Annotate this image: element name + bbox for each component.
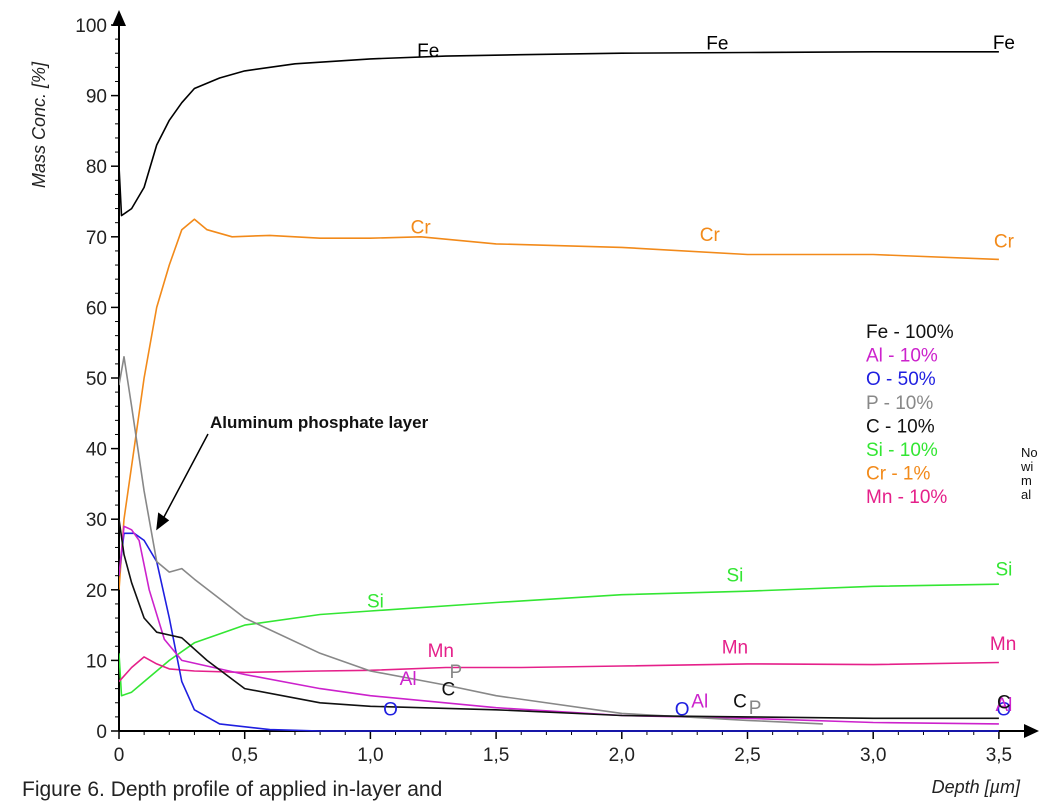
x-tick-label: 1,5 xyxy=(483,745,509,766)
x-tick-label: 2,0 xyxy=(609,745,635,766)
legend-entry: Mn - 10% xyxy=(866,487,947,508)
x-tick-label: 1,0 xyxy=(357,745,383,766)
side-note-line: wi xyxy=(1021,459,1034,474)
legend-entry: C - 10% xyxy=(866,416,935,437)
legend-entry: Fe - 100% xyxy=(866,322,954,343)
series-label-o: O xyxy=(383,699,398,720)
series-line-al xyxy=(119,525,999,725)
y-tick-label: 0 xyxy=(96,722,107,743)
series-label-mn: Mn xyxy=(722,637,748,658)
y-tick-label: 90 xyxy=(86,87,107,108)
x-axis-title: Depth [µm] xyxy=(932,777,1021,797)
y-tick-label: 10 xyxy=(86,651,107,672)
annotation-text: Aluminum phosphate layer xyxy=(210,413,429,432)
series-label-mn: Mn xyxy=(428,641,454,662)
x-tick-label: 0 xyxy=(114,745,125,766)
series-line-o xyxy=(119,532,999,732)
side-note-line: m xyxy=(1021,473,1032,488)
y-tick-label: 30 xyxy=(86,510,107,531)
series-label-p: P xyxy=(749,698,762,719)
legend: Fe - 100% Al - 10%O - 50% P - 10%C - 10% Si… xyxy=(866,322,954,508)
series-label-fe: Fe xyxy=(417,41,439,62)
series-line-si xyxy=(119,583,999,697)
x-tick-label: 3,0 xyxy=(860,745,886,766)
series-label-o: O xyxy=(997,699,1012,720)
side-note-line: al xyxy=(1021,487,1032,502)
y-tick-label: 80 xyxy=(86,157,107,178)
series-line-c xyxy=(119,519,999,720)
annotation-arrow-line xyxy=(161,433,209,521)
y-tick-label: 70 xyxy=(86,228,107,249)
side-note-line: No xyxy=(1021,446,1038,460)
y-tick-label: 100 xyxy=(75,16,107,37)
series-lines xyxy=(119,51,999,732)
legend-entry: O - 50% xyxy=(866,369,936,390)
series-label-p: P xyxy=(450,662,463,683)
series-line-p xyxy=(119,356,823,725)
series-line-fe xyxy=(119,51,999,217)
x-tick-label: 0,5 xyxy=(231,745,257,766)
series-label-cr: Cr xyxy=(994,231,1015,252)
series-label-o: O xyxy=(675,699,690,720)
legend-entry: Si - 10% xyxy=(866,440,938,461)
legend-entry: P - 10% xyxy=(866,393,933,414)
series-label-c: C xyxy=(733,692,747,713)
x-tick-label: 2,5 xyxy=(734,745,760,766)
legend-entry: Cr - 1% xyxy=(866,464,931,485)
series-label-c: C xyxy=(441,680,455,701)
side-note: No wi m al xyxy=(1021,446,1039,502)
series-label-fe: Fe xyxy=(993,33,1015,54)
y-tick-label: 20 xyxy=(86,581,107,602)
y-axis-arrow-icon xyxy=(112,10,126,26)
figure-caption: Figure 6. Depth profile of applied in-la… xyxy=(22,778,443,801)
annotation-arrow-icon xyxy=(156,512,170,531)
annotation-group: Aluminum phosphate layer xyxy=(156,413,429,531)
series-label-si: Si xyxy=(367,591,384,612)
series-label-cr: Cr xyxy=(700,225,721,246)
y-axis-title: Mass Conc. [%] xyxy=(29,61,49,188)
tick-labels: 0 10 20 30 40 50 60 70 80 90 100 0 0,5 1,0 1,5 2,0 2,5 3,… xyxy=(75,16,1012,766)
series-label-mn: Mn xyxy=(990,634,1016,655)
series-label-cr: Cr xyxy=(411,217,432,238)
legend-entry: Al - 10% xyxy=(866,346,938,367)
y-tick-label: 40 xyxy=(86,440,107,461)
x-axis-arrow-icon xyxy=(1024,724,1039,738)
series-label-al: Al xyxy=(995,695,1012,716)
series-label-si: Si xyxy=(995,560,1012,581)
series-line-cr xyxy=(119,218,999,590)
y-tick-label: 50 xyxy=(86,369,107,390)
series-label-al: Al xyxy=(400,669,417,690)
series-label-al: Al xyxy=(691,692,708,713)
series-label-fe: Fe xyxy=(706,34,728,55)
y-tick-label: 60 xyxy=(86,298,107,319)
series-label-c: C xyxy=(997,692,1011,713)
series-line-mn xyxy=(119,656,999,683)
series-label-si: Si xyxy=(726,565,743,586)
x-tick-label: 3,5 xyxy=(986,745,1012,766)
